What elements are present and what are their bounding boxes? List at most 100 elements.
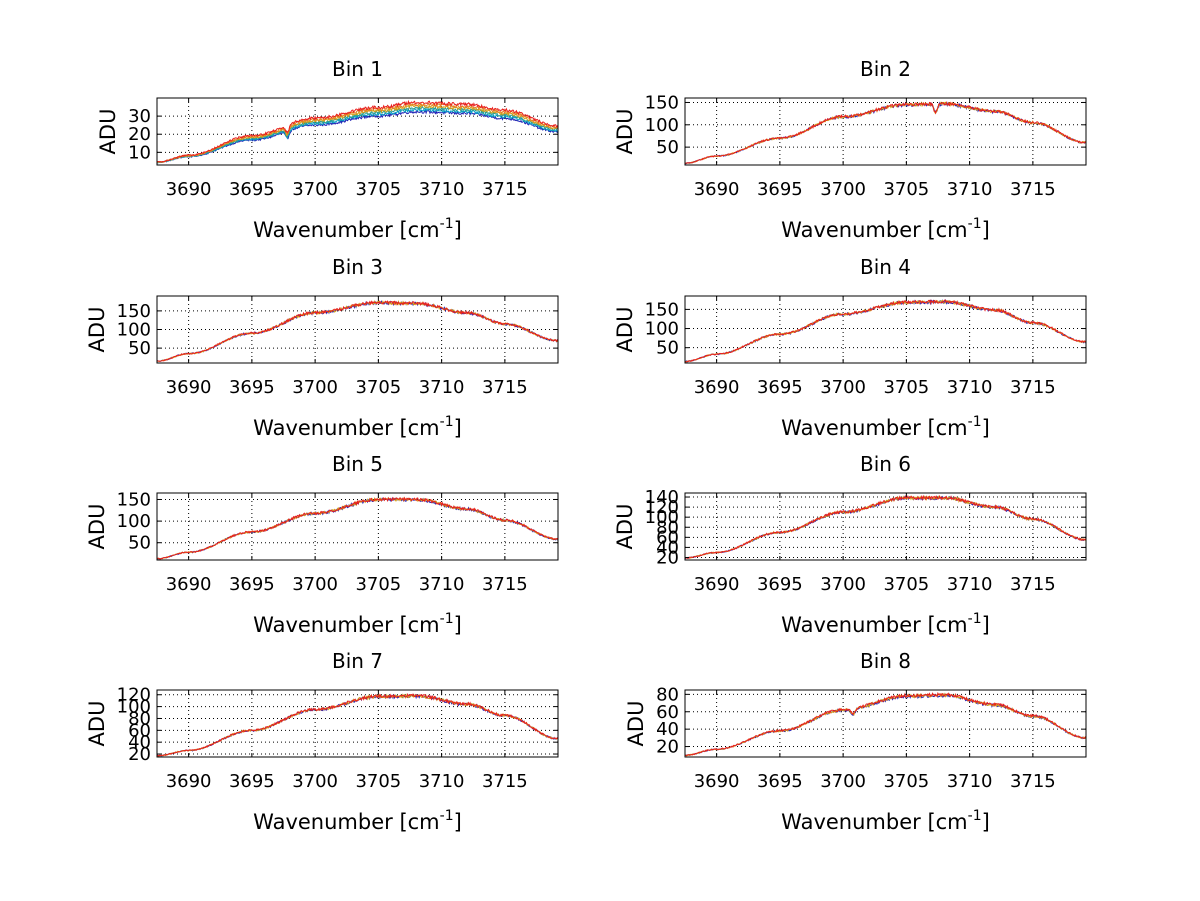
axes-frame: [684, 295, 1087, 364]
y-tick-label: 40: [656, 719, 679, 740]
x-tick-label: 3700: [820, 574, 866, 595]
y-tick-label: 100: [645, 115, 679, 136]
x-tick-label: 3700: [820, 771, 866, 792]
x-tick-label: 3700: [292, 377, 338, 398]
x-tick-label: 3710: [947, 179, 993, 200]
x-tick-label: 3700: [292, 771, 338, 792]
x-tick-label: 3695: [229, 574, 275, 595]
x-tick-label: 3710: [419, 771, 465, 792]
y-axis-label: ADU: [96, 109, 120, 155]
x-tick-label: 3705: [883, 574, 929, 595]
series-line-4: [156, 103, 559, 164]
y-axis-label: ADU: [85, 504, 109, 550]
series-line-3: [156, 693, 559, 757]
x-tick-label: 3710: [947, 377, 993, 398]
y-tick-label: 60: [656, 702, 679, 723]
subplot-title: Bin 1: [332, 57, 383, 81]
y-tick-label: 50: [656, 338, 679, 359]
y-tick-label: 150: [117, 301, 151, 322]
series-line-1: [156, 693, 559, 757]
y-tick-label: 140: [645, 487, 679, 508]
x-tick-label: 3705: [355, 771, 401, 792]
x-tick-label: 3715: [482, 574, 528, 595]
y-axis-label: ADU: [613, 307, 637, 353]
y-tick-label: 100: [117, 320, 151, 341]
y-tick-label: 30: [128, 106, 151, 127]
x-tick-label: 3715: [482, 377, 528, 398]
series-line-5: [156, 102, 559, 163]
x-tick-label: 3700: [292, 574, 338, 595]
y-tick-label: 80: [656, 684, 679, 705]
x-tick-label: 3695: [757, 179, 803, 200]
y-tick-label: 60: [656, 527, 679, 548]
x-tick-label: 3695: [229, 179, 275, 200]
x-tick-label: 3715: [1010, 179, 1056, 200]
series-line-3: [684, 101, 1087, 164]
axes-frame: [684, 492, 1087, 561]
y-axis-label: ADU: [613, 504, 637, 550]
series-line-3: [156, 300, 559, 362]
series-line-2: [156, 496, 559, 560]
y-tick-label: 100: [117, 697, 151, 718]
x-tick-label: 3695: [229, 377, 275, 398]
x-tick-label: 3700: [292, 179, 338, 200]
series-line-6: [157, 99, 559, 163]
x-axis-label: Wavenumber [cm-1]: [253, 611, 462, 637]
x-tick-label: 3690: [694, 574, 740, 595]
x-tick-label: 3715: [1010, 574, 1056, 595]
y-tick-label: 10: [128, 142, 151, 163]
y-tick-label: 150: [645, 92, 679, 113]
x-axis-label: Wavenumber [cm-1]: [781, 808, 990, 834]
series-line-3: [684, 299, 1087, 363]
x-tick-label: 3690: [694, 179, 740, 200]
subplot-title: Bin 3: [332, 255, 383, 279]
axes-frame: [156, 492, 559, 561]
y-tick-label: 20: [656, 737, 679, 758]
x-tick-label: 3690: [166, 377, 212, 398]
x-tick-label: 3690: [694, 771, 740, 792]
x-tick-label: 3700: [820, 179, 866, 200]
axes-frame: [684, 689, 1087, 758]
x-tick-label: 3705: [883, 179, 929, 200]
x-tick-label: 3690: [166, 771, 212, 792]
series-line-1: [156, 497, 559, 560]
y-tick-label: 100: [645, 319, 679, 340]
subplot-title: Bin 2: [860, 57, 911, 81]
x-tick-label: 3710: [419, 574, 465, 595]
x-tick-label: 3695: [757, 377, 803, 398]
y-tick-label: 50: [128, 533, 151, 554]
x-tick-label: 3705: [355, 377, 401, 398]
x-tick-label: 3710: [419, 179, 465, 200]
y-tick-label: 20: [656, 547, 679, 568]
x-tick-label: 3715: [1010, 771, 1056, 792]
x-tick-label: 3695: [229, 771, 275, 792]
y-tick-label: 50: [128, 338, 151, 359]
series-line-1: [156, 109, 559, 164]
y-tick-label: 80: [128, 708, 151, 729]
series-line-2: [684, 101, 1087, 164]
y-tick-label: 150: [645, 299, 679, 320]
x-tick-label: 3705: [355, 179, 401, 200]
x-axis-label: Wavenumber [cm-1]: [253, 414, 462, 440]
y-tick-label: 150: [117, 489, 151, 510]
series-line-2: [156, 693, 559, 757]
axes-frame: [156, 689, 559, 758]
x-tick-label: 3710: [947, 574, 993, 595]
x-tick-label: 3700: [820, 377, 866, 398]
y-tick-label: 40: [656, 537, 679, 558]
x-tick-label: 3705: [355, 574, 401, 595]
subplot-title: Bin 5: [332, 452, 383, 476]
subplot-title: Bin 7: [332, 649, 383, 673]
y-tick-label: 20: [128, 124, 151, 145]
series-line-3: [156, 496, 559, 560]
y-tick-label: 100: [117, 511, 151, 532]
x-tick-label: 3715: [1010, 377, 1056, 398]
y-axis-label: ADU: [613, 109, 637, 155]
